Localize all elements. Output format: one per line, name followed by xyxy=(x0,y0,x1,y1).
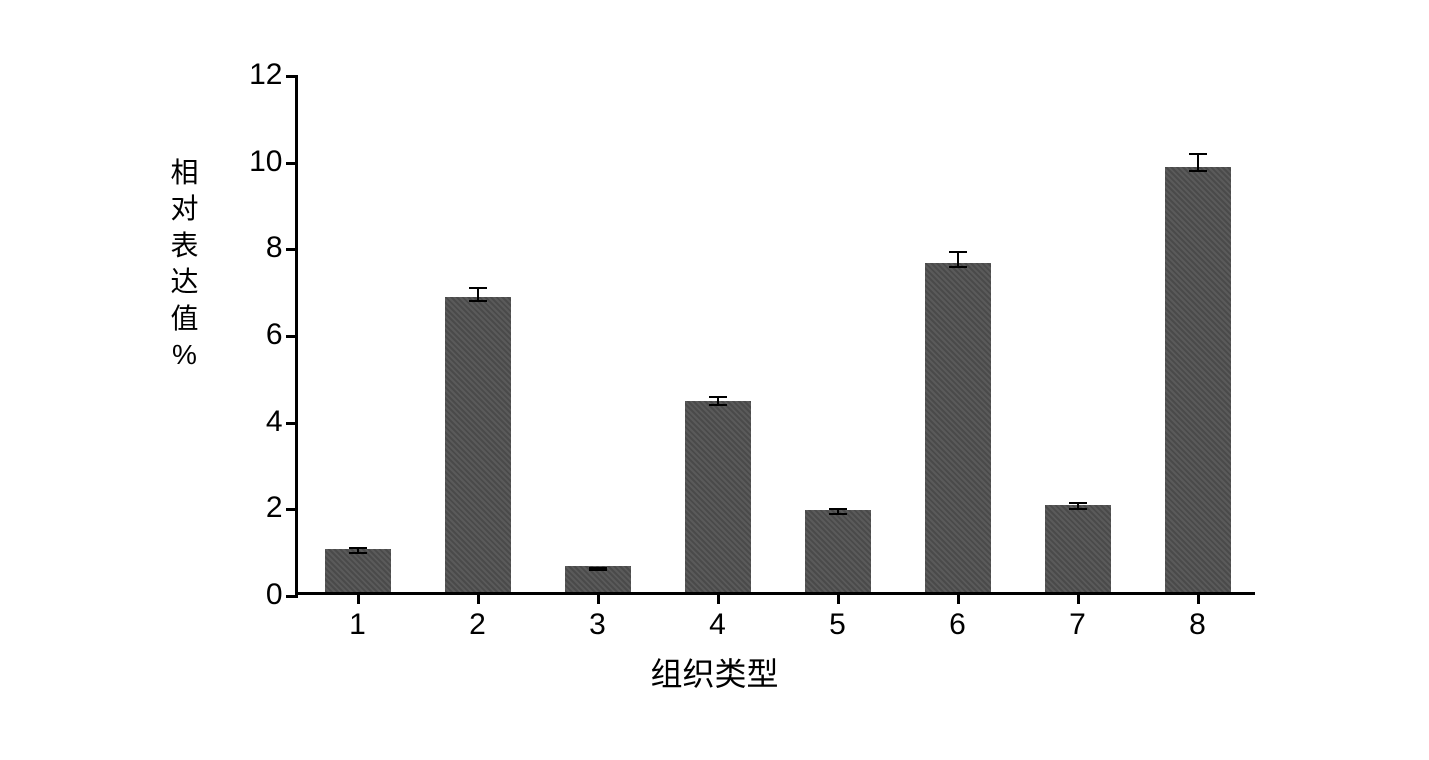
x-tick-label: 4 xyxy=(709,608,726,642)
error-cap xyxy=(349,552,367,554)
error-bar xyxy=(957,251,959,266)
x-tick-label: 5 xyxy=(829,608,846,642)
x-tick xyxy=(1197,592,1200,604)
error-cap xyxy=(469,287,487,289)
x-tick xyxy=(477,592,480,604)
x-tick xyxy=(717,592,720,604)
bar xyxy=(1045,505,1111,592)
error-cap xyxy=(589,569,607,571)
x-tick xyxy=(597,592,600,604)
y-label-char: % xyxy=(165,337,205,373)
x-tick xyxy=(837,592,840,604)
y-label-char: 对 xyxy=(165,191,205,227)
x-tick-label: 8 xyxy=(1189,608,1206,642)
y-label-char: 达 xyxy=(165,264,205,300)
error-cap xyxy=(349,547,367,549)
y-tick-label: 2 xyxy=(233,491,283,525)
y-tick-label: 6 xyxy=(233,318,283,352)
bar xyxy=(325,549,391,592)
plot-area: 02468101212345678 xyxy=(295,75,1255,595)
y-tick xyxy=(286,162,298,165)
x-tick-label: 3 xyxy=(589,608,606,642)
y-tick-label: 12 xyxy=(233,58,283,92)
bar xyxy=(1165,167,1231,592)
y-label-char: 表 xyxy=(165,228,205,264)
y-tick xyxy=(286,422,298,425)
bar xyxy=(925,263,991,592)
x-tick xyxy=(357,592,360,604)
chart-container: 相 对 表 达 值 % 02468101212345678 组织类型 xyxy=(115,55,1315,705)
x-axis-label: 组织类型 xyxy=(650,649,778,695)
y-label-char: 相 xyxy=(165,155,205,191)
error-cap xyxy=(709,404,727,406)
error-bar xyxy=(1197,153,1199,170)
y-tick-label: 4 xyxy=(233,405,283,439)
x-tick-label: 2 xyxy=(469,608,486,642)
error-cap xyxy=(949,251,967,253)
x-tick-label: 1 xyxy=(349,608,366,642)
y-tick-label: 10 xyxy=(233,145,283,179)
y-tick-label: 0 xyxy=(233,578,283,612)
error-cap xyxy=(829,513,847,515)
x-tick xyxy=(957,592,960,604)
error-cap xyxy=(1069,502,1087,504)
bar xyxy=(685,401,751,592)
x-tick-label: 6 xyxy=(949,608,966,642)
error-cap xyxy=(949,266,967,268)
bar xyxy=(805,510,871,592)
x-tick xyxy=(1077,592,1080,604)
y-tick xyxy=(286,248,298,251)
error-cap xyxy=(709,396,727,398)
bar xyxy=(445,297,511,592)
y-tick xyxy=(286,75,298,78)
y-tick xyxy=(286,595,298,598)
y-tick xyxy=(286,335,298,338)
y-tick xyxy=(286,508,298,511)
error-cap xyxy=(469,300,487,302)
y-axis-label: 相 对 表 达 值 % xyxy=(165,155,205,373)
error-cap xyxy=(1189,153,1207,155)
error-cap xyxy=(829,508,847,510)
y-tick-label: 8 xyxy=(233,231,283,265)
y-label-char: 值 xyxy=(165,301,205,337)
error-cap xyxy=(1189,170,1207,172)
error-cap xyxy=(1069,508,1087,510)
x-tick-label: 7 xyxy=(1069,608,1086,642)
